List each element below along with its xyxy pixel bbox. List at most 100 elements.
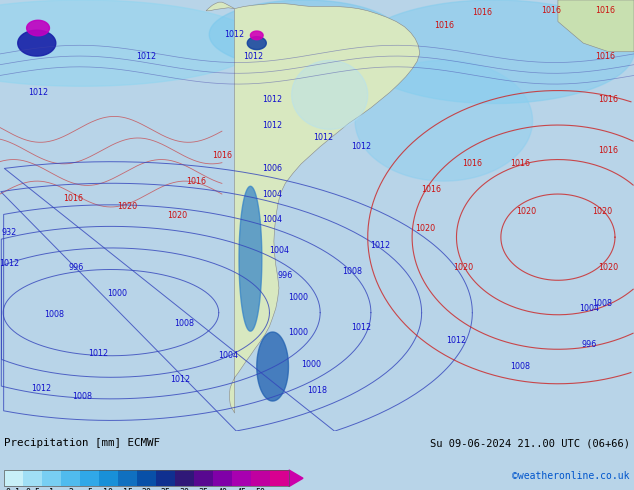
Polygon shape [257, 332, 288, 401]
Text: 996: 996 [278, 271, 293, 280]
Text: 1020: 1020 [453, 263, 473, 272]
Text: 35: 35 [198, 488, 209, 490]
Bar [23, 470, 42, 487]
Polygon shape [230, 3, 420, 413]
Bar [61, 470, 80, 487]
Text: 1012: 1012 [370, 241, 391, 250]
Text: 1000: 1000 [288, 327, 308, 337]
Polygon shape [558, 0, 634, 52]
Text: 1004: 1004 [218, 351, 238, 360]
Bar [175, 470, 194, 487]
Text: 1016: 1016 [541, 6, 562, 15]
Text: 1004: 1004 [262, 216, 283, 224]
Text: 1012: 1012 [446, 336, 467, 345]
Text: 996: 996 [582, 341, 597, 349]
Text: 0.1: 0.1 [6, 488, 21, 490]
Text: 1012: 1012 [31, 384, 51, 392]
Text: 1016: 1016 [598, 147, 619, 155]
Text: 1008: 1008 [44, 310, 64, 319]
Text: 1016: 1016 [421, 185, 441, 194]
Text: 1012: 1012 [262, 121, 283, 129]
Bar [251, 470, 270, 487]
Text: 1016: 1016 [462, 159, 482, 169]
Text: 1000: 1000 [288, 293, 308, 302]
Bar [270, 470, 289, 487]
Bar [42, 470, 61, 487]
Bar [80, 470, 99, 487]
Text: 0.5: 0.5 [25, 488, 40, 490]
Text: 1004: 1004 [262, 190, 283, 198]
Text: 1018: 1018 [307, 386, 327, 395]
Text: 1008: 1008 [510, 362, 530, 371]
Text: 1020: 1020 [592, 207, 612, 216]
Text: 1016: 1016 [186, 176, 207, 186]
Text: 1: 1 [49, 488, 54, 490]
Text: 1008: 1008 [174, 319, 194, 328]
Polygon shape [355, 0, 634, 103]
Text: 1012: 1012 [28, 88, 48, 97]
Bar [232, 470, 251, 487]
Text: 1016: 1016 [434, 22, 454, 30]
Bar [213, 470, 232, 487]
Polygon shape [27, 20, 49, 36]
Text: 1012: 1012 [224, 30, 245, 39]
Text: 1012: 1012 [351, 142, 372, 151]
Bar [4, 470, 289, 487]
Text: 45: 45 [236, 488, 247, 490]
Bar [194, 470, 213, 487]
Text: 1012: 1012 [243, 51, 264, 61]
Text: 1020: 1020 [415, 224, 435, 233]
Text: 1020: 1020 [167, 211, 188, 220]
Text: 1012: 1012 [262, 95, 283, 104]
Bar [137, 470, 156, 487]
Text: 1012: 1012 [0, 259, 20, 268]
Polygon shape [289, 470, 303, 487]
Polygon shape [0, 0, 260, 86]
Text: 1012: 1012 [351, 323, 372, 332]
Text: 10: 10 [103, 488, 113, 490]
Text: 1016: 1016 [212, 151, 232, 160]
Polygon shape [292, 60, 368, 129]
Text: 1016: 1016 [598, 95, 619, 104]
Text: 1006: 1006 [262, 164, 283, 172]
Text: 1020: 1020 [598, 263, 619, 272]
Polygon shape [239, 186, 262, 331]
Text: 1004: 1004 [579, 304, 600, 313]
Text: Precipitation [mm] ECMWF: Precipitation [mm] ECMWF [4, 438, 160, 448]
Text: 2: 2 [68, 488, 73, 490]
Text: 1016: 1016 [595, 51, 616, 61]
Text: 40: 40 [217, 488, 228, 490]
Text: 25: 25 [160, 488, 171, 490]
Polygon shape [247, 37, 266, 49]
Text: 1000: 1000 [107, 289, 127, 298]
Text: 1012: 1012 [88, 349, 108, 358]
Bar [4, 470, 23, 487]
Text: 20: 20 [141, 488, 152, 490]
Bar [156, 470, 175, 487]
Text: 1020: 1020 [117, 202, 137, 212]
Polygon shape [18, 30, 56, 56]
Polygon shape [250, 31, 263, 40]
Text: Su 09-06-2024 21..00 UTC (06+66): Su 09-06-2024 21..00 UTC (06+66) [430, 438, 630, 448]
Text: 1008: 1008 [592, 299, 612, 309]
Polygon shape [355, 60, 533, 181]
Bar [118, 470, 137, 487]
Text: 1004: 1004 [269, 245, 289, 255]
Text: ©weatheronline.co.uk: ©weatheronline.co.uk [512, 470, 630, 481]
Text: 1016: 1016 [510, 159, 530, 169]
Text: 1012: 1012 [136, 51, 156, 61]
Text: 50: 50 [256, 488, 266, 490]
Text: 1008: 1008 [342, 267, 362, 276]
Text: 1008: 1008 [72, 392, 93, 401]
Text: 996: 996 [68, 263, 84, 272]
Text: 1020: 1020 [516, 207, 536, 216]
Polygon shape [206, 2, 235, 11]
Text: 5: 5 [87, 488, 92, 490]
Text: 932: 932 [2, 228, 17, 237]
Text: 1000: 1000 [301, 360, 321, 369]
Text: 1016: 1016 [63, 194, 83, 203]
Bar [99, 470, 118, 487]
Polygon shape [209, 0, 399, 69]
Text: 1012: 1012 [171, 375, 191, 384]
Text: 1016: 1016 [472, 8, 492, 18]
